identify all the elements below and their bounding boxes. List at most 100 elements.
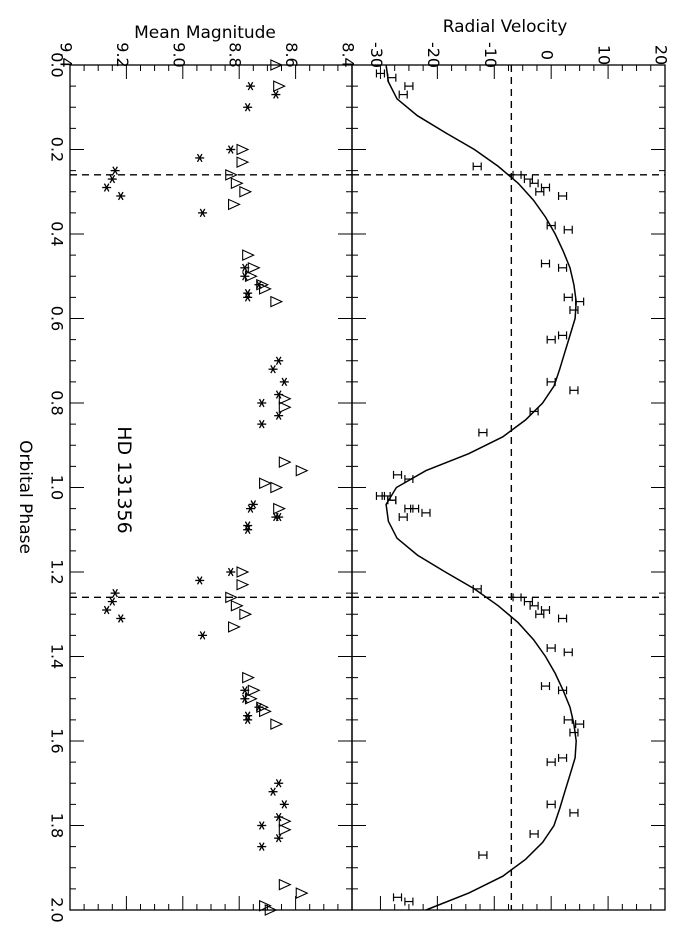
star-name-label: HD 131356 [113,426,135,534]
rv-data-point [523,597,534,606]
rv-data-point [546,335,556,344]
rv-data-point [557,263,568,272]
rv-data-point [575,720,585,729]
rv-data-point [523,175,534,184]
asterisk-stroke [281,800,288,809]
asterisk-point [274,411,284,420]
asterisk-stroke [242,272,248,281]
asterisk-stroke [270,787,276,796]
asterisk-point [279,800,289,809]
rv-value-tick-label: -30 [367,42,386,68]
rv-value-tick-label: 0 [538,50,557,60]
rv-data-point [404,475,414,484]
asterisk-point [102,605,112,615]
triangle-point [270,481,284,494]
triangle-point [236,566,250,578]
triangle-point [239,608,253,621]
triangle-point [247,261,261,274]
rv-data-point [557,686,568,695]
mean-magnitude-panel: 9.4 9.2 9.0 8.8 8.6 8.4 [57,42,358,916]
phase-tick-label: 0.6 [48,306,67,331]
asterisk-point [257,842,267,851]
rv-data-point [375,491,386,500]
rv-data-point [557,753,568,762]
rv-data-point [387,73,397,82]
mag-value-tick-label: 9.0 [169,42,188,67]
asterisk-point [102,183,112,192]
rv-data-point [575,297,585,306]
triangle-point [259,283,272,295]
rv-value-tick-label: 10 [595,45,614,65]
rv-data-point [512,593,522,602]
rv-data-point [569,306,579,315]
triangle-point [225,168,239,181]
rv-data-point [529,829,539,838]
asterisk-stroke [244,715,251,725]
asterisk-stroke [256,280,262,289]
asterisk-point [198,631,208,640]
triangle-point [225,591,239,604]
phase-tick-label: 0.4 [48,221,67,246]
rv-data-point [392,893,403,902]
rv-data-point [398,90,408,99]
rv-data-point [398,513,408,522]
asterisk-stroke [273,90,279,99]
rv-data-point [546,800,556,809]
mag-value-tick-label: 8.6 [282,42,301,67]
rv-data-point [404,82,414,91]
phase-tick-label: 1.8 [48,813,67,838]
asterisk-point [279,377,289,387]
rv-data-point [404,897,414,906]
asterisk-stroke [112,588,118,598]
asterisk-point [257,821,267,830]
triangle-point [270,295,284,308]
triangle-point [273,80,287,92]
rv-data-point [569,728,579,737]
triangle-point [259,899,272,912]
asterisk-stroke [199,208,206,218]
asterisk-point [257,419,267,429]
asterisk-stroke [103,183,110,192]
triangle-point [278,392,292,405]
asterisk-point [274,356,284,365]
asterisk-stroke [258,419,265,429]
triangle-point [244,270,258,283]
triangle-point [259,705,272,718]
rv-data-point [421,508,431,517]
asterisk-point [240,694,250,703]
rv-data-point [472,584,482,593]
asterisk-stroke [258,821,265,830]
triangle-point [278,823,292,836]
asterisk-stroke [244,525,251,534]
triangle-point [295,887,309,899]
asterisk-point [116,191,126,201]
asterisk-stroke [258,398,265,408]
asterisk-stroke [242,686,248,695]
triangle-point [244,692,258,705]
rv-value-tick-label: 20 [652,45,671,65]
triangle-point [256,278,270,291]
asterisk-point [243,293,253,302]
rv-value-tick-label: -10 [481,42,500,68]
triangle-point [264,904,278,916]
rv-data-point [569,386,579,395]
rv-data-point [535,187,545,196]
triangle-point [228,198,241,211]
asterisk-point [198,208,208,218]
asterisk-point [243,103,253,112]
asterisk-stroke [196,153,203,163]
rv-data-point [557,331,568,340]
rv-data-point [546,644,556,653]
rv-data-point [529,407,539,416]
asterisk-stroke [275,356,282,365]
rv-data-point [563,225,573,234]
mag-value-tick-label: 8.4 [339,42,358,67]
triangle-point [236,143,250,156]
asterisk-point [271,90,281,99]
mag-value-tick-label: 9.4 [57,42,76,67]
asterisk-stroke [199,631,206,640]
rv-data-point [404,504,414,513]
mag-value-tick-label: 8.8 [226,42,245,67]
asterisk-point [274,779,284,788]
